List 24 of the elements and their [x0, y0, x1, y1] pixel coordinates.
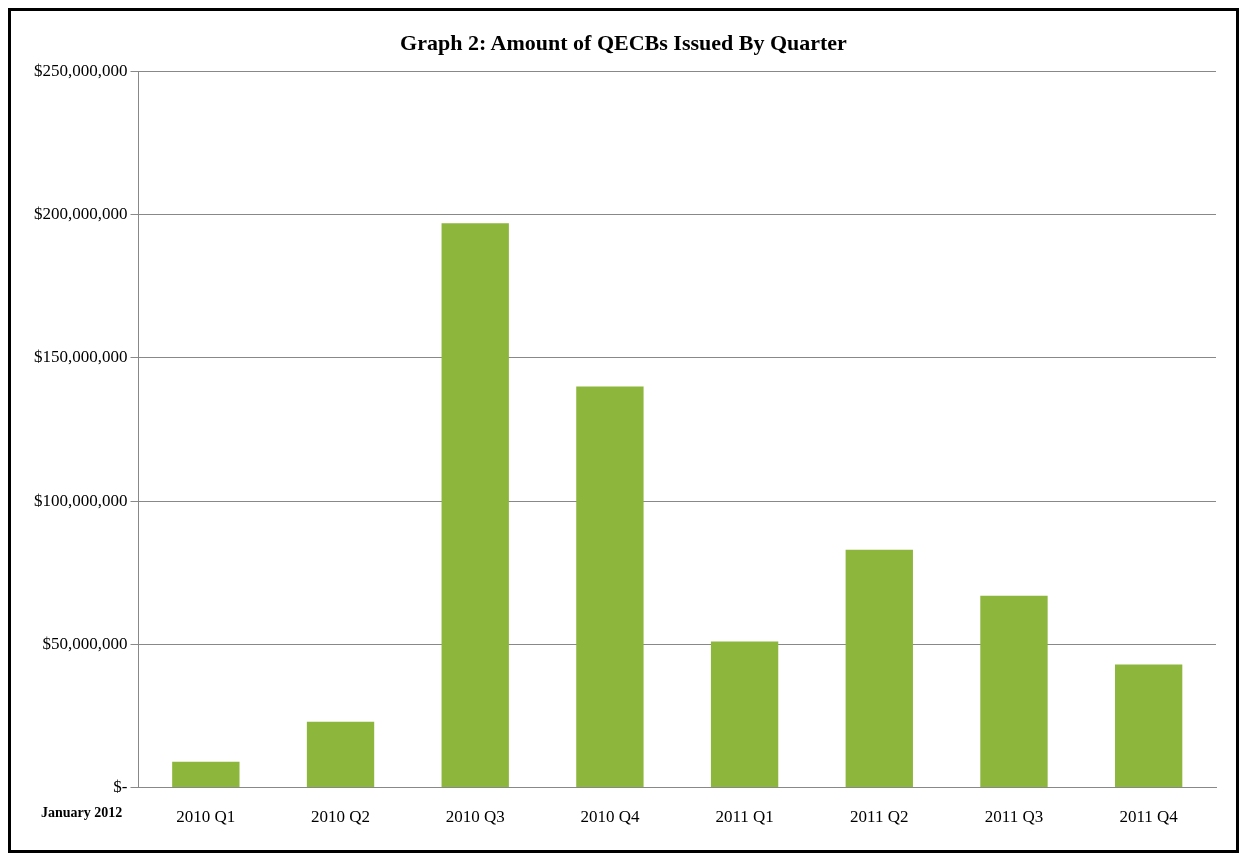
x-tick-label: 2010 Q2 [311, 807, 371, 827]
bar [172, 761, 240, 788]
y-tick-label: $250,000,000 [34, 60, 128, 80]
x-tick-label: 2010 Q4 [580, 807, 640, 827]
chart-title: Graph 2: Amount of QECBs Issued By Quarter [400, 29, 848, 55]
x-tick-label: 2011 Q3 [984, 807, 1044, 827]
bar [441, 223, 509, 788]
x-tick-label: 2011 Q1 [715, 807, 774, 827]
x-tick-label: 2010 Q1 [176, 807, 236, 827]
text: January 2012 [41, 805, 123, 821]
bar [306, 721, 375, 788]
y-tick-label: $50,000,000 [42, 633, 128, 653]
bar [845, 549, 913, 788]
bar [1114, 664, 1183, 788]
y-tick-label: $150,000,000 [34, 347, 128, 367]
y-tick-label: $- [113, 777, 128, 797]
x-tick-label: 2010 Q3 [445, 807, 505, 827]
y-tick-label: $200,000,000 [34, 204, 128, 224]
x-tick-label: 2011 Q4 [1119, 807, 1179, 827]
bar [710, 641, 779, 788]
x-tick-label: 2011 Q2 [850, 807, 909, 827]
y-tick-label: $100,000,000 [34, 490, 128, 510]
bar [980, 595, 1048, 788]
bar [576, 386, 644, 788]
